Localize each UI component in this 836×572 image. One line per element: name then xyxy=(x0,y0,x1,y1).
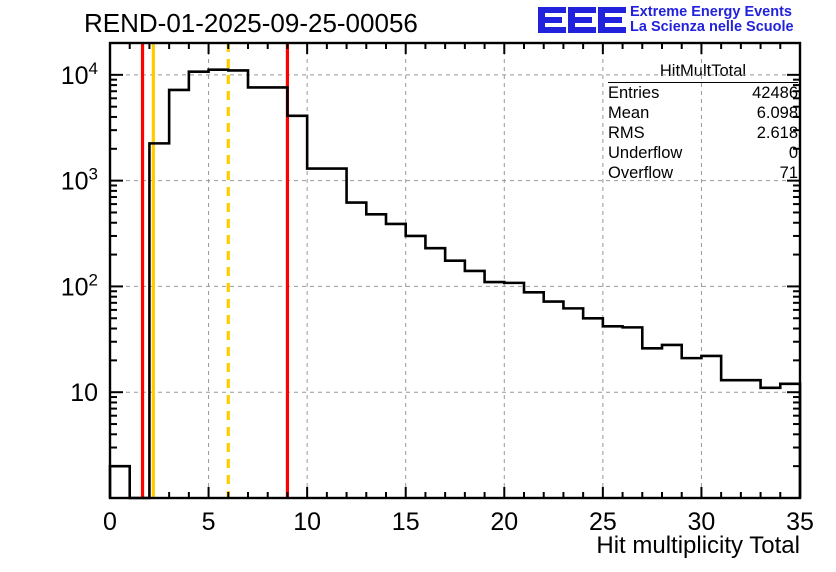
stats-row: RMS 2.618 xyxy=(608,123,798,143)
y-tick-label: 103 xyxy=(61,165,98,196)
stats-key: RMS xyxy=(608,124,645,142)
x-tick-label: 0 xyxy=(103,508,117,536)
eee-mark-icon xyxy=(538,5,626,35)
stats-box: HitMultTotal Entries 42486 Mean 6.098 RM… xyxy=(608,62,798,183)
stats-key: Mean xyxy=(608,104,650,122)
page-title: REND-01-2025-09-25-00056 xyxy=(84,8,418,38)
x-tick-label: 15 xyxy=(392,508,420,536)
y-tick-label: 104 xyxy=(61,59,98,90)
gridlines xyxy=(110,43,800,498)
stats-key: Underflow xyxy=(608,144,683,162)
x-tick-label: 30 xyxy=(688,508,716,536)
stats-row: Mean 6.098 xyxy=(608,103,798,123)
stats-key: Entries xyxy=(608,84,660,102)
logo-line-2: La Scienza nelle Scuole xyxy=(630,19,794,35)
stats-row: Underflow 0 xyxy=(608,143,798,163)
x-tick-label: 10 xyxy=(293,508,321,536)
marker-lines xyxy=(140,43,290,498)
x-tick-label: 5 xyxy=(202,508,216,536)
stats-value: 42486 xyxy=(752,84,798,102)
stats-row: Entries 42486 xyxy=(608,83,798,103)
x-tick-label: 25 xyxy=(589,508,617,536)
axes xyxy=(108,41,802,500)
x-tick-label: 20 xyxy=(490,508,518,536)
stats-value: 0 xyxy=(788,144,798,162)
stats-row: Overflow 71 xyxy=(608,163,798,183)
stats-title: HitMultTotal xyxy=(608,62,798,83)
stats-value: 6.098 xyxy=(756,104,798,122)
x-axis-title: Hit multiplicity Total xyxy=(596,532,800,559)
stats-key: Overflow xyxy=(608,164,674,182)
eee-logo: Extreme Energy Events La Scienza nelle S… xyxy=(538,2,794,38)
tick-labels: 0 5 10 15 20 25 30 35 10 102 103 104 xyxy=(61,59,814,536)
histogram-curve xyxy=(108,68,802,500)
y-tick-label: 10 xyxy=(70,379,98,407)
stats-value: 71 xyxy=(779,164,798,182)
y-tick-label: 102 xyxy=(61,270,98,301)
stats-value: 2.618 xyxy=(756,124,798,142)
x-tick-label: 35 xyxy=(786,508,814,536)
logo-line-1: Extreme Energy Events xyxy=(630,4,792,21)
